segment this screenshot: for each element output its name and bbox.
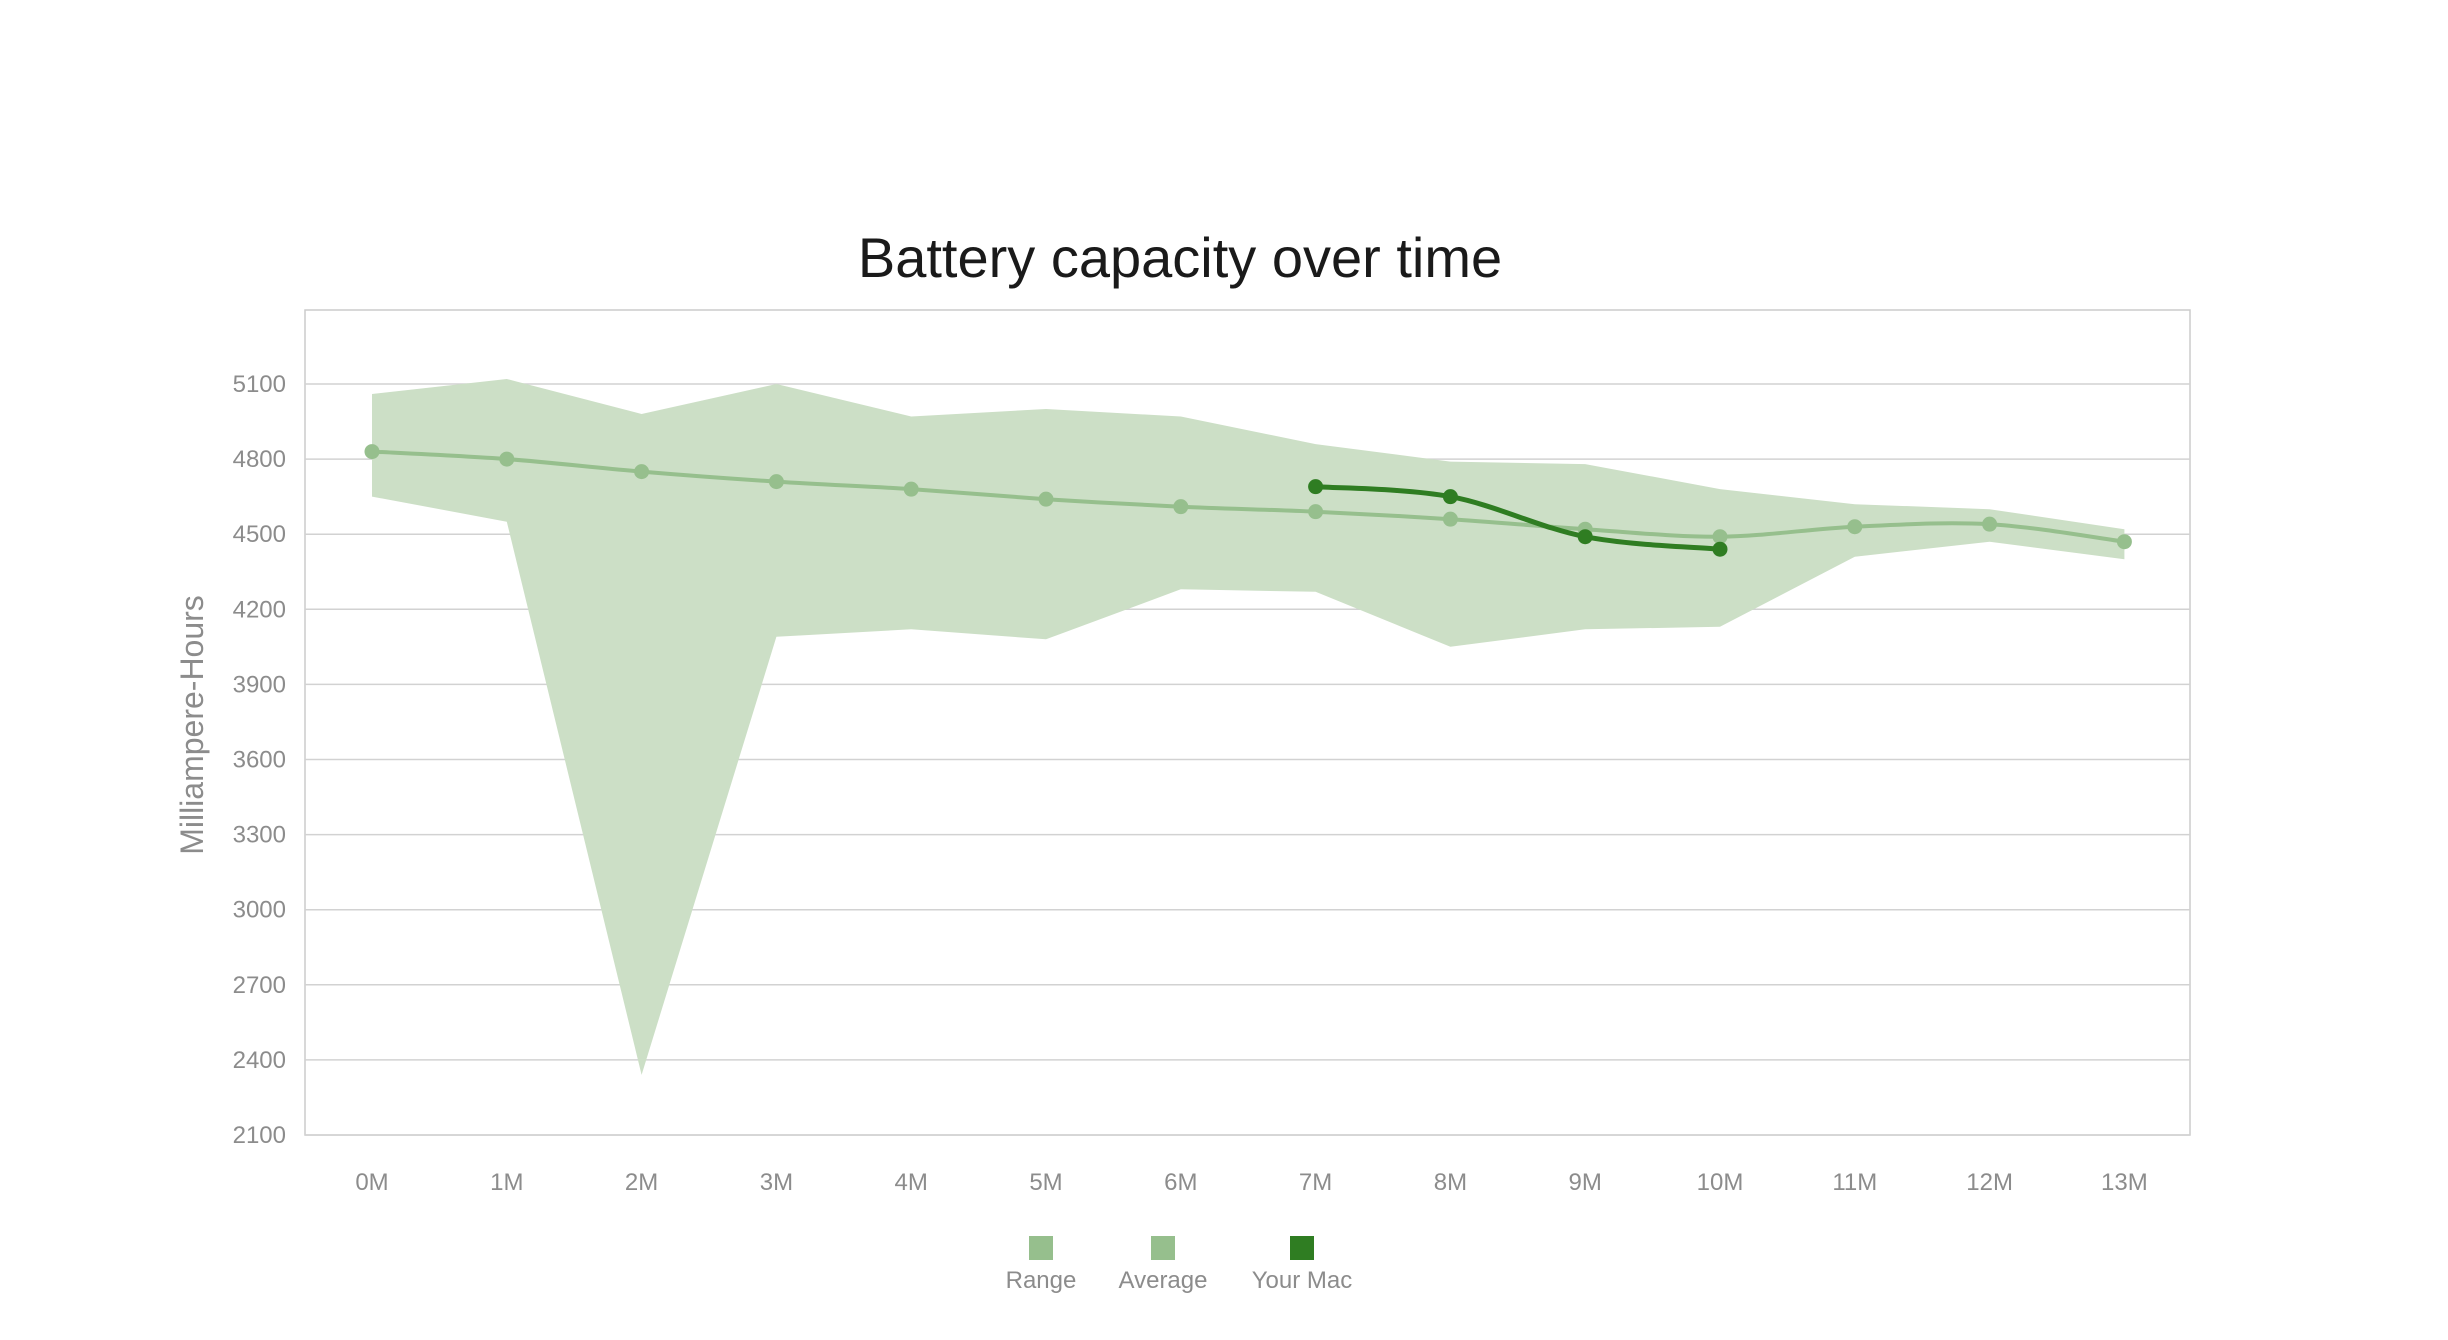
x-tick-label-2M: 2M	[625, 1169, 658, 1196]
average-point-12M	[1982, 516, 1998, 532]
average-point-8M	[1442, 511, 1458, 527]
legend-label-range: Range	[1006, 1267, 1077, 1294]
y-tick-label-3600: 3600	[233, 747, 286, 774]
x-tick-label-9M: 9M	[1569, 1169, 1602, 1196]
y-tick-label-4800: 4800	[233, 446, 286, 473]
x-tick-label-1M: 1M	[490, 1169, 523, 1196]
average-point-5M	[1038, 491, 1054, 507]
average-point-3M	[768, 474, 784, 490]
x-tick-label-7M: 7M	[1299, 1169, 1332, 1196]
range-band	[372, 379, 2125, 1075]
y-tick-label-2700: 2700	[233, 972, 286, 999]
plot-area: 2100 2400 2700 3000 3300 3600 3900 4200 4500 4800…	[233, 309, 2191, 1196]
x-tick-label-10M: 10M	[1697, 1169, 1744, 1196]
average-point-2M	[634, 464, 650, 480]
average-point-10M	[1712, 529, 1728, 545]
x-tick-label-12M: 12M	[1966, 1169, 2013, 1196]
your-mac-line	[1315, 484, 1721, 552]
x-tick-label-11M: 11M	[1832, 1169, 1877, 1196]
y-tick-label-3000: 3000	[233, 897, 286, 924]
y-axis-label: Milliampere-Hours	[174, 595, 210, 855]
x-tick-label-5M: 5M	[1029, 1169, 1062, 1196]
legend-swatch-average	[1151, 1236, 1175, 1260]
y-tick-label-3900: 3900	[233, 671, 286, 698]
your-mac-point-8M	[1442, 489, 1458, 505]
legend-swatch-range	[1029, 1236, 1053, 1260]
legend-label-your-mac: Your Mac	[1252, 1267, 1353, 1294]
average-line	[371, 449, 2125, 544]
your-mac-point-10M	[1712, 541, 1728, 557]
your-mac-point-7M	[1308, 479, 1324, 495]
y-tick-label-2100: 2100	[233, 1122, 286, 1149]
average-point-6M	[1173, 499, 1189, 515]
average-point-4M	[903, 481, 919, 497]
x-tick-label-8M: 8M	[1434, 1169, 1467, 1196]
x-tick-label-6M: 6M	[1164, 1169, 1197, 1196]
y-tick-label-5100: 5100	[233, 371, 286, 398]
y-tick-label-4500: 4500	[233, 521, 286, 548]
x-tick-label-3M: 3M	[760, 1169, 793, 1196]
legend-swatch-your-mac	[1290, 1236, 1314, 1260]
x-tick-label-4M: 4M	[895, 1169, 928, 1196]
average-point-1M	[499, 451, 515, 467]
legend: Range Average Your Mac	[1006, 1236, 1353, 1294]
y-tick-label-2400: 2400	[233, 1047, 286, 1074]
chart-title: Battery capacity over time	[858, 226, 1502, 289]
x-tick-label-0M: 0M	[355, 1169, 388, 1196]
legend-label-average: Average	[1119, 1267, 1208, 1294]
average-point-11M	[1847, 519, 1863, 535]
average-point-13M	[2116, 534, 2132, 550]
x-tick-label-13M: 13M	[2101, 1169, 2148, 1196]
y-tick-label-4200: 4200	[233, 596, 286, 623]
average-point-0M	[364, 444, 380, 460]
your-mac-point-9M	[1577, 529, 1593, 545]
average-point-7M	[1308, 504, 1324, 520]
y-tick-label-3300: 3300	[233, 822, 286, 849]
